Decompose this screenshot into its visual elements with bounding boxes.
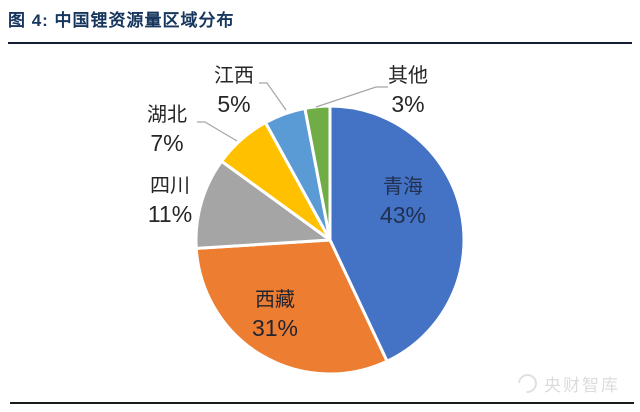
- slice-pct-xizang: 31%: [251, 315, 299, 341]
- slice-label-jiangxi: 江西 5%: [189, 62, 279, 118]
- pie-slice-sichuan: [194, 159, 332, 250]
- watermark: 央财智库: [514, 370, 620, 397]
- figure-title: 图 4: 中国锂资源量区域分布: [8, 11, 235, 30]
- leader-line-hubei: [197, 121, 238, 142]
- slice-label-qinghai: 青海 43%: [358, 173, 448, 229]
- slice-name-qita: 其他: [388, 65, 428, 87]
- bottom-divider: [10, 402, 634, 404]
- watermark-text: 央财智库: [544, 376, 620, 395]
- leader-lines: [197, 82, 388, 142]
- watermark-logo-icon: [514, 370, 541, 397]
- pie-slices: [194, 104, 466, 376]
- slice-name-hubei: 湖北: [147, 104, 187, 126]
- slice-pct-hubei: 7%: [150, 130, 184, 156]
- slice-label-xizang: 西藏 31%: [230, 286, 320, 342]
- slice-pct-jiangxi: 5%: [217, 91, 251, 117]
- slice-pct-sichuan: 11%: [147, 201, 193, 227]
- slice-label-hubei: 湖北 7%: [122, 101, 212, 157]
- slice-name-qinghai: 青海: [383, 176, 423, 198]
- slice-label-sichuan: 四川 11%: [125, 172, 215, 228]
- pie-slice-qinghai: [328, 104, 466, 363]
- slice-name-sichuan: 四川: [150, 175, 190, 197]
- title-divider: [8, 42, 632, 44]
- pie-slice-xizang: [194, 238, 389, 376]
- leader-line-jiangxi: [259, 82, 287, 111]
- slice-pct-qita: 3%: [391, 91, 425, 117]
- slice-name-xizang: 西藏: [255, 289, 295, 311]
- slice-label-qita: 其他 3%: [363, 62, 453, 118]
- leader-line-qita: [315, 86, 388, 108]
- slice-name-jiangxi: 江西: [214, 65, 254, 87]
- slice-pct-qinghai: 43%: [379, 202, 427, 228]
